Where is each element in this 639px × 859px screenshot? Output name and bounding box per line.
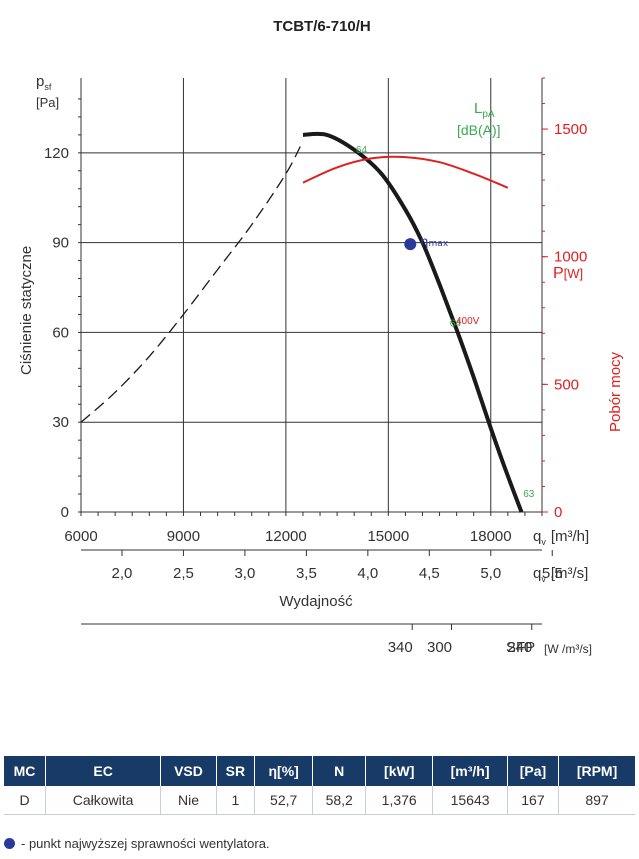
pressure-axis-ticks: 0 30 60 90 120: [44, 145, 69, 521]
table-cell: Całkowita: [45, 786, 162, 815]
table-header-cell: [Pa]: [507, 756, 560, 786]
flow-tick-label: 12000: [265, 528, 307, 545]
sfp-tick-label: 340: [388, 639, 413, 656]
table-header-cell: VSD: [160, 756, 217, 786]
power-curve-label: 400V: [456, 316, 480, 327]
table-cell: 897: [558, 786, 635, 815]
flow-m3h-unit: qv [m³/h]: [533, 528, 589, 547]
power-tick-label: 1500: [554, 121, 587, 138]
table-header-cell: [m³/h]: [432, 756, 508, 786]
sfp-label: SFP: [506, 639, 535, 656]
pressure-axis-label: Ciśnienie statyczne: [18, 246, 35, 375]
m3s-tick-label: 5,5: [542, 565, 563, 582]
pressure-unit: [Pa]: [36, 95, 59, 110]
flow-m3s-unit: qv [m³/s]: [533, 565, 588, 584]
pressure-tick-label: 90: [52, 235, 69, 252]
table-cell: 167: [507, 786, 560, 815]
table-cell: 52,7: [254, 786, 314, 815]
pressure-tick-label: 30: [52, 414, 69, 431]
sfp-tick-label: 300: [427, 639, 452, 656]
table-cell: D: [4, 786, 47, 815]
flow-tick-label: 18000: [470, 528, 512, 545]
power-tick-label: 500: [554, 376, 579, 393]
table-header-cell: N: [312, 756, 367, 786]
chart-title: TCBT/6-710/H: [273, 18, 371, 35]
power-curve: [302, 155, 509, 189]
table-cell: 1,376: [365, 786, 434, 815]
table-header-cell: SR: [216, 756, 255, 786]
footnote-text: - punkt najwyższej sprawności wentylator…: [21, 836, 270, 851]
noise-level-label: 64: [450, 318, 462, 329]
pressure-tick-label: 60: [52, 324, 69, 341]
flow-tick-label: 6000: [64, 528, 97, 545]
footnote: - punkt najwyższej sprawności wentylator…: [4, 836, 270, 851]
eta-max-label: ηmax: [420, 235, 449, 250]
flow-tick-label: 9000: [167, 528, 200, 545]
noise-labels: 64 64 63: [356, 145, 535, 500]
spec-table: MC EC VSD SR η[%] N [kW] [m³/h] [Pa] [RPM] D Całko…: [4, 756, 635, 815]
noise-level-label: 64: [356, 145, 368, 156]
flow-axis-label: Wydajność: [279, 593, 353, 610]
power-axis-ticks: 0 500 1000 1500: [542, 77, 587, 521]
table-header-cell: [RPM]: [558, 756, 635, 786]
table-cell: 1: [216, 786, 255, 815]
sfp-axis-ticks: 340 300 240: [81, 623, 542, 656]
m3s-tick-label: 4,0: [357, 565, 378, 582]
pressure-unstable-curve: [80, 140, 304, 423]
power-tick-label: 1000: [554, 249, 587, 266]
m3s-tick-label: 2,0: [112, 565, 133, 582]
table-cell: 15643: [432, 786, 508, 815]
flow-m3h-axis-ticks: 6000 9000 12000 15000 18000: [64, 512, 543, 545]
power-axis-label: Pobór mocy: [607, 351, 624, 432]
curves: [80, 131, 524, 513]
pressure-symbol: psf: [36, 73, 52, 92]
fan-performance-chart: TCBT/6-710/H 0 30 60 90 120 6000 9000 12000 150…: [18, 18, 624, 656]
pressure-tick-label: 120: [44, 145, 69, 162]
m3s-tick-label: 3,0: [234, 565, 255, 582]
table-cell: Nie: [160, 786, 217, 815]
table-header-cell: [kW]: [365, 756, 434, 786]
eta-max-marker: ηmax: [404, 235, 449, 251]
eta-max-point: [404, 238, 417, 251]
sfp-tick-label: 240: [507, 639, 532, 656]
sfp-unit: [W /m³/s]: [544, 642, 592, 656]
pressure-curve: [302, 131, 524, 513]
m3s-tick-label: 4,5: [419, 565, 440, 582]
table-header-cell: EC: [45, 756, 162, 786]
power-unit-label: P[W]: [553, 265, 583, 282]
m3s-tick-label: 5,0: [480, 565, 501, 582]
table-header-cell: MC: [4, 756, 47, 786]
noise-level-label: 63: [523, 489, 535, 500]
m3s-tick-label: 3,5: [296, 565, 317, 582]
m3s-tick-label: 2,5: [173, 565, 194, 582]
pressure-tick-label: 0: [61, 504, 69, 521]
plot-frame: [80, 78, 543, 513]
flow-m3s-axis-ticks: 2,0 2,5 3,0 3,5 4,0 4,5 5,0 5,5: [81, 549, 563, 582]
table-header-row: MC EC VSD SR η[%] N [kW] [m³/h] [Pa] [RPM]: [4, 756, 635, 786]
flow-tick-label: 15000: [367, 528, 409, 545]
lpa-unit: [dB(A)]: [457, 122, 501, 138]
table-header-cell: η[%]: [254, 756, 314, 786]
table-cell: 58,2: [312, 786, 367, 815]
grid-lines: [78, 78, 542, 513]
power-tick-label: 0: [554, 504, 562, 521]
lpa-label: LpA: [474, 100, 495, 120]
eta-dot-icon: [4, 838, 15, 849]
table-row: D Całkowita Nie 1 52,7 58,2 1,376 15643 167 897: [4, 786, 635, 815]
